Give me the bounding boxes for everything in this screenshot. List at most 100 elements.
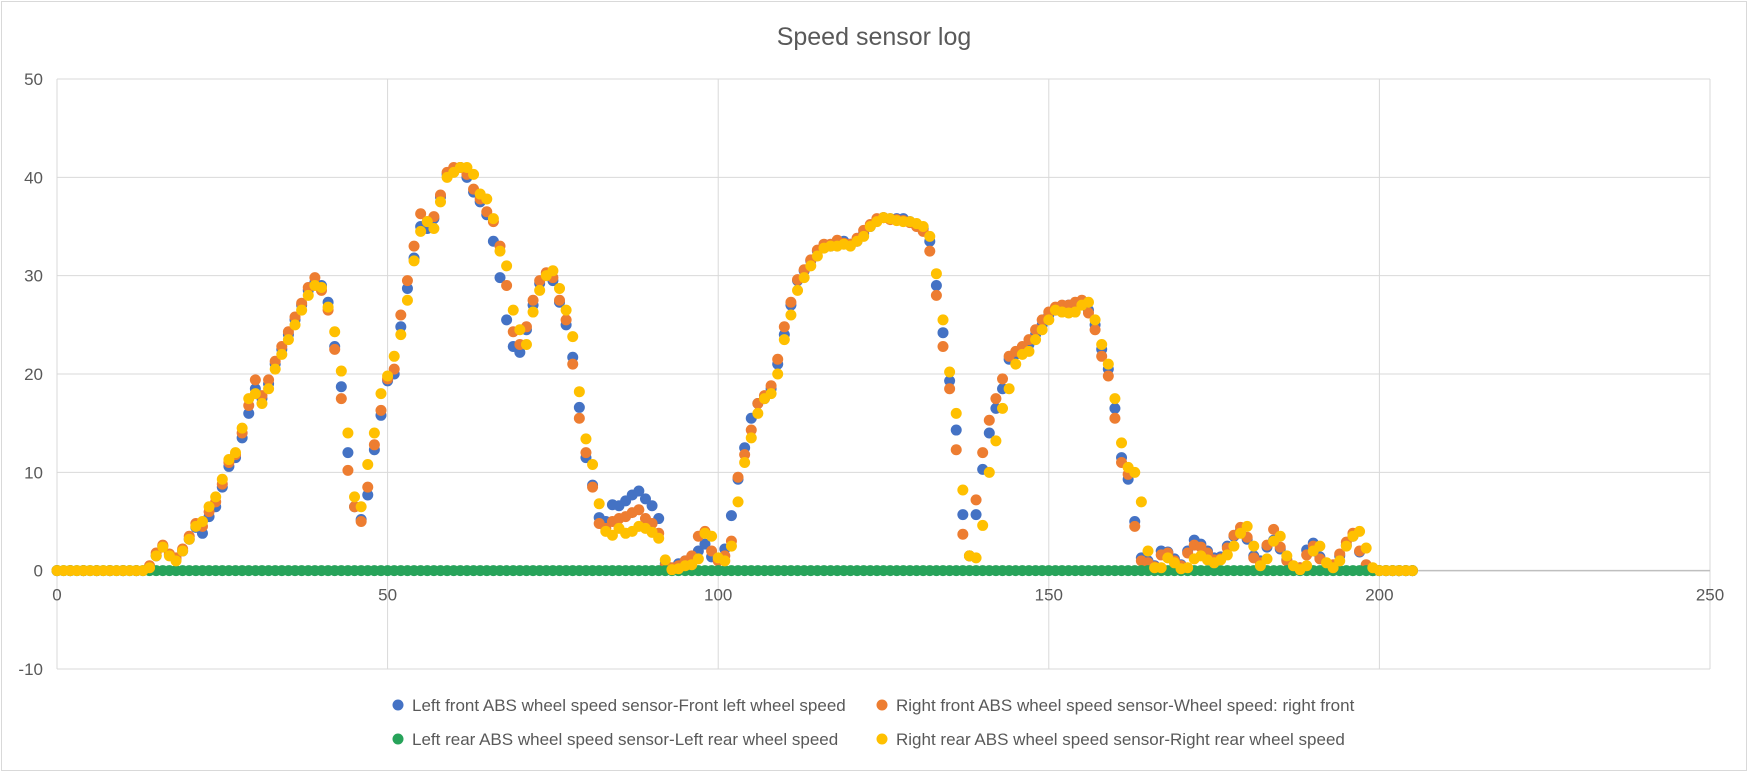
data-point bbox=[944, 375, 956, 387]
y-tick-label: 0 bbox=[34, 562, 43, 581]
data-point bbox=[930, 289, 942, 301]
data-point bbox=[937, 314, 949, 326]
data-point bbox=[282, 334, 294, 346]
data-point bbox=[289, 311, 301, 323]
data-point bbox=[236, 422, 248, 434]
data-point bbox=[587, 481, 599, 493]
data-point bbox=[401, 282, 413, 294]
data-point bbox=[739, 457, 751, 468]
data-point bbox=[1102, 358, 1114, 370]
data-point bbox=[335, 381, 347, 393]
data-point bbox=[309, 272, 321, 284]
data-point bbox=[434, 196, 446, 208]
data-point bbox=[567, 358, 579, 370]
data-point bbox=[1261, 553, 1273, 565]
data-point bbox=[580, 433, 592, 445]
data-point bbox=[692, 553, 704, 565]
data-point bbox=[930, 280, 942, 291]
data-point bbox=[950, 407, 962, 419]
legend-label: Left front ABS wheel speed sensor-Front … bbox=[412, 696, 846, 715]
data-point bbox=[1129, 520, 1141, 532]
data-point bbox=[375, 388, 387, 400]
x-tick-label: 50 bbox=[378, 586, 397, 605]
data-point bbox=[461, 162, 473, 173]
data-point bbox=[388, 363, 400, 375]
data-point bbox=[587, 458, 599, 470]
data-point bbox=[1043, 314, 1055, 326]
data-point bbox=[249, 388, 261, 400]
data-point bbox=[1036, 324, 1048, 336]
data-point bbox=[725, 540, 737, 552]
data-point bbox=[924, 245, 936, 257]
series-4 bbox=[51, 162, 1418, 577]
data-point bbox=[315, 281, 327, 293]
data-point bbox=[1109, 393, 1121, 405]
data-point bbox=[1354, 525, 1366, 537]
data-point bbox=[633, 504, 645, 516]
data-point bbox=[302, 289, 314, 301]
data-point bbox=[653, 532, 665, 544]
data-point bbox=[957, 484, 969, 496]
data-point bbox=[1360, 542, 1372, 554]
data-point bbox=[573, 386, 585, 398]
data-point bbox=[481, 193, 493, 205]
legend-label: Right rear ABS wheel speed sensor-Right … bbox=[896, 730, 1345, 749]
data-point bbox=[646, 500, 658, 512]
x-tick-label: 200 bbox=[1365, 586, 1393, 605]
data-point bbox=[706, 545, 718, 557]
data-point bbox=[983, 414, 995, 426]
data-point bbox=[368, 439, 380, 451]
series-1 bbox=[51, 162, 1418, 577]
data-point bbox=[560, 314, 572, 326]
data-point bbox=[1082, 296, 1094, 308]
data-point bbox=[798, 272, 810, 284]
data-point bbox=[520, 339, 532, 350]
data-point bbox=[659, 554, 671, 566]
data-point bbox=[950, 444, 962, 456]
data-point bbox=[1010, 358, 1022, 370]
data-point bbox=[1228, 540, 1240, 552]
data-point bbox=[276, 348, 288, 360]
data-point bbox=[924, 230, 936, 242]
data-point bbox=[335, 365, 347, 377]
legend-marker bbox=[392, 699, 404, 711]
data-point bbox=[487, 213, 499, 225]
data-point bbox=[725, 510, 737, 522]
y-tick-label: 20 bbox=[24, 365, 43, 384]
data-point bbox=[745, 432, 757, 444]
data-point bbox=[1327, 562, 1339, 574]
data-point bbox=[811, 250, 823, 262]
data-point bbox=[415, 225, 427, 237]
data-point bbox=[362, 489, 374, 501]
data-point bbox=[1281, 550, 1293, 562]
data-point bbox=[1248, 540, 1260, 552]
data-point bbox=[699, 538, 711, 550]
data-point bbox=[706, 530, 718, 542]
data-point bbox=[395, 321, 407, 333]
data-point bbox=[970, 552, 982, 564]
data-point bbox=[157, 541, 169, 553]
data-point bbox=[983, 427, 995, 439]
data-point bbox=[507, 304, 519, 316]
data-point bbox=[937, 340, 949, 352]
data-point bbox=[1089, 324, 1101, 336]
data-point bbox=[957, 509, 969, 521]
data-point bbox=[527, 294, 539, 306]
y-tick-label: 30 bbox=[24, 267, 43, 286]
data-point bbox=[858, 230, 870, 242]
x-tick-label: 250 bbox=[1696, 586, 1724, 605]
data-point bbox=[263, 374, 275, 386]
data-point bbox=[501, 314, 513, 326]
data-point bbox=[983, 466, 995, 478]
data-point bbox=[950, 424, 962, 436]
data-point bbox=[388, 350, 400, 362]
x-tick-label: 100 bbox=[704, 586, 732, 605]
x-tick-label: 150 bbox=[1035, 586, 1063, 605]
data-point bbox=[997, 373, 1009, 385]
data-point bbox=[269, 363, 281, 375]
data-point bbox=[289, 319, 301, 331]
data-point bbox=[1235, 527, 1247, 539]
data-point bbox=[355, 516, 367, 527]
data-point bbox=[501, 260, 513, 272]
data-point bbox=[930, 268, 942, 280]
